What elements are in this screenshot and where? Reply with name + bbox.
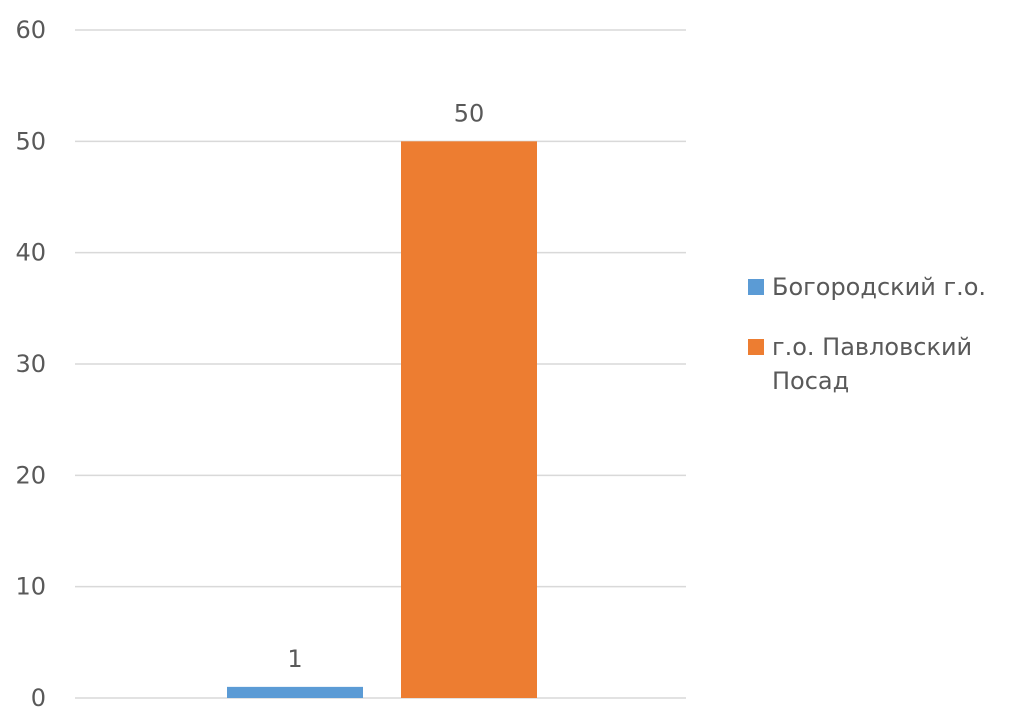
y-tick-label: 60: [15, 16, 46, 44]
legend-label: г.о. Павловский Посад: [772, 333, 973, 395]
bar: [401, 141, 537, 699]
data-label: 1: [287, 645, 302, 673]
data-label: 50: [454, 99, 485, 127]
y-tick-label: 0: [31, 684, 46, 708]
bar: [227, 686, 363, 698]
legend-item-bogorodsky: Богородский г.о.: [748, 270, 1018, 304]
legend-label: Богородский г.о.: [772, 273, 987, 301]
legend-swatch-blue: [748, 279, 764, 295]
y-tick-label: 50: [15, 127, 46, 155]
chart-legend: Богородский г.о. г.о. Павловский Посад: [748, 270, 1018, 424]
legend-item-pavlovsky-posad: г.о. Павловский Посад: [748, 330, 1018, 398]
y-tick-label: 40: [15, 239, 46, 267]
y-tick-label: 10: [15, 573, 46, 601]
y-tick-label: 30: [15, 350, 46, 378]
y-tick-label: 20: [15, 461, 46, 489]
legend-swatch-orange: [748, 339, 764, 355]
